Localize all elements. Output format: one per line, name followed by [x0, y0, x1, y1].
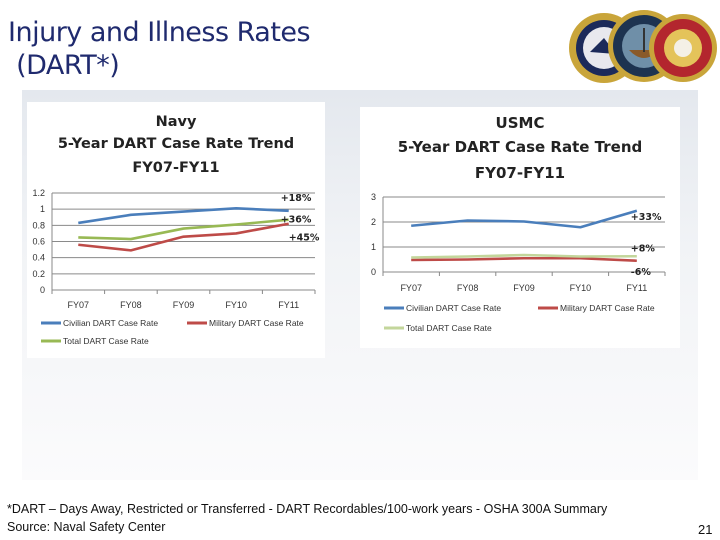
seals-logo [569, 10, 717, 83]
page-number: 21 [698, 522, 713, 537]
legend-label: Civilian DART Case Rate [406, 303, 501, 313]
y-tick-label: 1 [40, 204, 45, 214]
source-note: Source: Naval Safety Center [7, 520, 166, 534]
legend-label: Total DART Case Rate [63, 336, 149, 346]
y-tick-label: 0.8 [32, 220, 45, 230]
change-annotation: +18% [281, 193, 312, 204]
change-annotation: +8% [631, 243, 656, 254]
y-tick-label: 1 [371, 242, 376, 252]
x-tick-label: FY09 [173, 300, 195, 310]
usmc-seal-icon [649, 14, 717, 82]
chart-title-line: FY07-FY11 [475, 164, 565, 182]
y-tick-label: 1.2 [32, 188, 45, 198]
title-line-1: Injury and Illness Rates [8, 17, 311, 48]
slide-title: Injury and Illness Rates (DART*) [8, 16, 311, 82]
series-line-civilian [78, 207, 289, 225]
navy-chart: Navy 5-Year DART Case Rate Trend FY07-FY11… [27, 102, 325, 358]
y-tick-label: 3 [371, 192, 376, 202]
x-tick-label: FY07 [68, 300, 90, 310]
legend-label: Military DART Case Rate [560, 303, 655, 313]
series-line-civilian [411, 209, 638, 229]
chart-title-line: FY07-FY11 [132, 160, 219, 176]
x-tick-label: FY10 [570, 283, 592, 293]
chart-title-line: USMC [496, 114, 545, 132]
chart-title-line: 5-Year DART Case Rate Trend [398, 138, 643, 156]
x-tick-label: FY11 [278, 300, 299, 310]
change-annotation: +33% [631, 212, 662, 223]
chart-title-line: Navy [156, 114, 197, 130]
x-tick-label: FY09 [513, 283, 535, 293]
y-tick-label: 0.6 [32, 237, 45, 247]
usmc-chart: USMC 5-Year DART Case Rate Trend FY07-FY11… [360, 107, 680, 348]
y-tick-label: 0 [40, 285, 45, 295]
navy-chart-svg: Navy 5-Year DART Case Rate Trend FY07-FY11… [32, 114, 320, 346]
legend-label: Military DART Case Rate [209, 318, 304, 328]
y-tick-label: 2 [371, 217, 376, 227]
footnote: *DART – Days Away, Restricted or Transfe… [7, 502, 608, 516]
chart-title-line: 5-Year DART Case Rate Trend [58, 136, 294, 152]
title-line-2: (DART*) [8, 50, 120, 81]
series-line-military [411, 256, 637, 263]
x-tick-label: FY08 [120, 300, 142, 310]
change-annotation: +45% [289, 233, 320, 244]
x-tick-label: FY11 [626, 283, 647, 293]
y-tick-label: 0.2 [32, 269, 45, 279]
x-tick-label: FY07 [400, 283, 422, 293]
y-tick-label: 0.4 [32, 253, 45, 263]
legend-label: Total DART Case Rate [406, 323, 492, 333]
x-tick-label: FY08 [457, 283, 479, 293]
usmc-chart-svg: USMC 5-Year DART Case Rate Trend FY07-FY11… [371, 114, 666, 333]
legend-label: Civilian DART Case Rate [63, 318, 158, 328]
y-tick-label: 0 [371, 267, 376, 277]
change-annotation: -6% [631, 267, 652, 278]
change-annotation: +36% [281, 215, 312, 226]
x-tick-label: FY10 [225, 300, 247, 310]
